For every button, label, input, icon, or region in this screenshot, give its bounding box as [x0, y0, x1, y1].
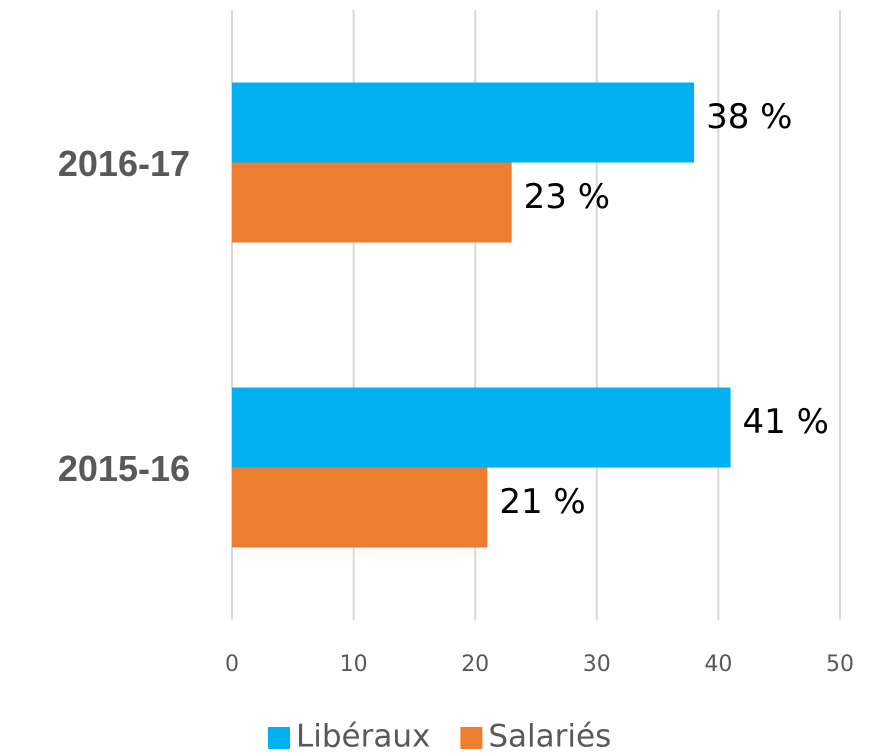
- legend-swatch: [268, 727, 290, 749]
- data-label: 21 %: [499, 482, 585, 522]
- legend-swatch: [460, 727, 483, 749]
- bar: [232, 82, 695, 163]
- data-label: 41 %: [743, 402, 829, 442]
- data-label: 23 %: [524, 177, 610, 217]
- bar: [232, 467, 488, 548]
- category-label: 2016-17: [58, 143, 190, 184]
- x-tick-label: 10: [340, 652, 368, 677]
- legend-label: Libéraux: [296, 719, 430, 755]
- x-tick-label: 40: [704, 652, 732, 677]
- x-tick-label: 50: [826, 652, 854, 677]
- x-tick-label: 0: [225, 652, 239, 677]
- x-tick-label: 30: [583, 652, 611, 677]
- category-label: 2015-16: [58, 448, 190, 489]
- x-tick-label: 20: [461, 652, 489, 677]
- bar: [232, 387, 731, 468]
- bar: [232, 162, 512, 243]
- data-label: 38 %: [706, 97, 792, 137]
- legend-label: Salariés: [488, 719, 611, 755]
